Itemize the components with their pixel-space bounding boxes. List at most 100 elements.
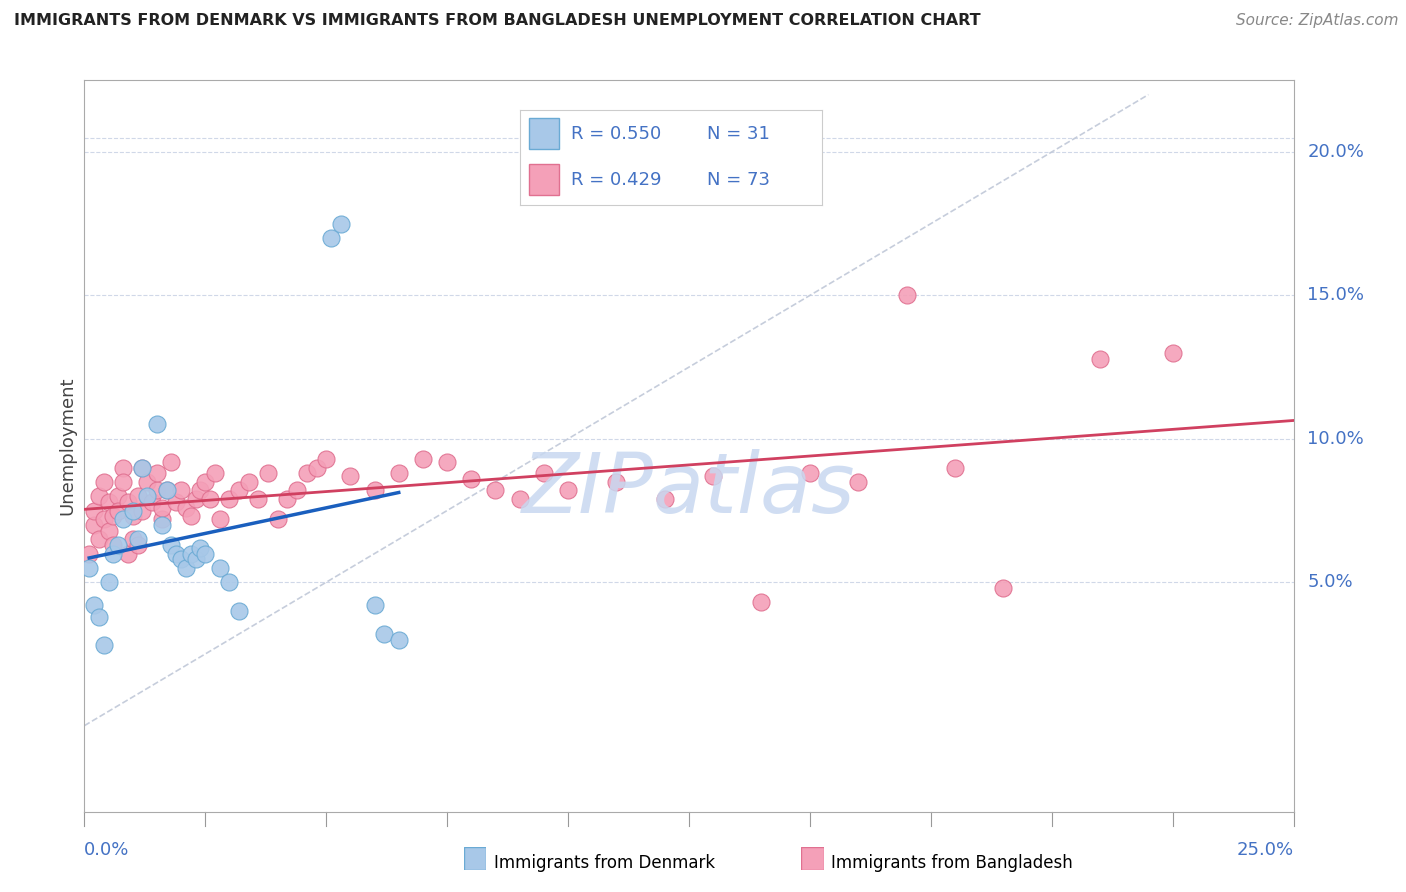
Bar <box>529 164 560 195</box>
Point <box>141 495 163 509</box>
Point <box>83 503 105 517</box>
Point <box>87 533 110 547</box>
Text: 0.0%: 0.0% <box>84 841 129 859</box>
Point <box>150 512 173 526</box>
Point <box>121 533 143 547</box>
Point <box>204 467 226 481</box>
Point <box>112 512 135 526</box>
Point <box>170 552 193 566</box>
Point <box>509 491 531 506</box>
Point <box>121 509 143 524</box>
Point <box>77 547 100 561</box>
Text: 25.0%: 25.0% <box>1236 841 1294 859</box>
Point <box>184 491 207 506</box>
Point <box>103 547 125 561</box>
Point <box>557 483 579 498</box>
Point <box>107 538 129 552</box>
Point <box>103 509 125 524</box>
Point <box>702 469 724 483</box>
Point <box>150 517 173 532</box>
Point <box>238 475 260 489</box>
Point <box>127 538 149 552</box>
Point <box>533 467 555 481</box>
Point <box>267 512 290 526</box>
Point <box>388 467 411 481</box>
Point <box>136 475 159 489</box>
Text: R = 0.550: R = 0.550 <box>571 125 661 144</box>
Point <box>155 483 177 498</box>
Point <box>165 547 187 561</box>
Point <box>228 604 250 618</box>
Point <box>329 217 352 231</box>
Point <box>97 524 120 538</box>
Point <box>146 417 169 432</box>
Text: ZIPatlas: ZIPatlas <box>522 450 856 531</box>
Point <box>131 460 153 475</box>
Point <box>87 489 110 503</box>
Point <box>194 547 217 561</box>
Point <box>87 609 110 624</box>
Point <box>436 455 458 469</box>
Point <box>295 467 318 481</box>
Point <box>993 581 1015 595</box>
Point <box>97 575 120 590</box>
Point <box>174 500 197 515</box>
Point <box>208 512 231 526</box>
Point <box>170 483 193 498</box>
Point <box>112 460 135 475</box>
Point <box>97 495 120 509</box>
Point <box>846 475 869 489</box>
Text: 15.0%: 15.0% <box>1308 286 1364 304</box>
Point <box>83 517 105 532</box>
Point <box>605 475 627 489</box>
Point <box>218 575 240 590</box>
Point <box>160 455 183 469</box>
Point <box>194 475 217 489</box>
Point <box>285 483 308 498</box>
Text: 5.0%: 5.0% <box>1308 574 1353 591</box>
Point <box>93 638 115 652</box>
Text: Immigrants from Denmark: Immigrants from Denmark <box>494 854 714 871</box>
Point <box>276 491 298 506</box>
Point <box>751 595 773 609</box>
Point <box>228 483 250 498</box>
Point <box>93 475 115 489</box>
Point <box>131 460 153 475</box>
Text: 20.0%: 20.0% <box>1308 143 1364 161</box>
Point <box>127 489 149 503</box>
Point <box>160 538 183 552</box>
Text: 10.0%: 10.0% <box>1308 430 1364 448</box>
Point <box>103 538 125 552</box>
Point <box>127 533 149 547</box>
Text: N = 73: N = 73 <box>707 171 770 189</box>
Point <box>247 491 270 506</box>
Point <box>174 561 197 575</box>
Bar <box>529 118 560 150</box>
Point <box>1161 345 1184 359</box>
Y-axis label: Unemployment: Unemployment <box>58 376 76 516</box>
Point <box>799 467 821 481</box>
Point <box>121 503 143 517</box>
Point <box>117 547 139 561</box>
Point <box>83 598 105 612</box>
Point <box>460 472 482 486</box>
Point <box>131 503 153 517</box>
Point <box>107 503 129 517</box>
Point <box>180 509 202 524</box>
Point <box>198 491 221 506</box>
Point <box>388 632 411 647</box>
Point <box>136 489 159 503</box>
Text: Source: ZipAtlas.com: Source: ZipAtlas.com <box>1236 13 1399 29</box>
Point <box>117 495 139 509</box>
Point <box>363 483 385 498</box>
Point <box>218 491 240 506</box>
Point <box>146 467 169 481</box>
Point <box>77 561 100 575</box>
Point <box>150 500 173 515</box>
Point <box>373 627 395 641</box>
Point <box>155 483 177 498</box>
Point <box>896 288 918 302</box>
Point <box>184 552 207 566</box>
Point <box>412 451 434 466</box>
Point <box>319 231 342 245</box>
